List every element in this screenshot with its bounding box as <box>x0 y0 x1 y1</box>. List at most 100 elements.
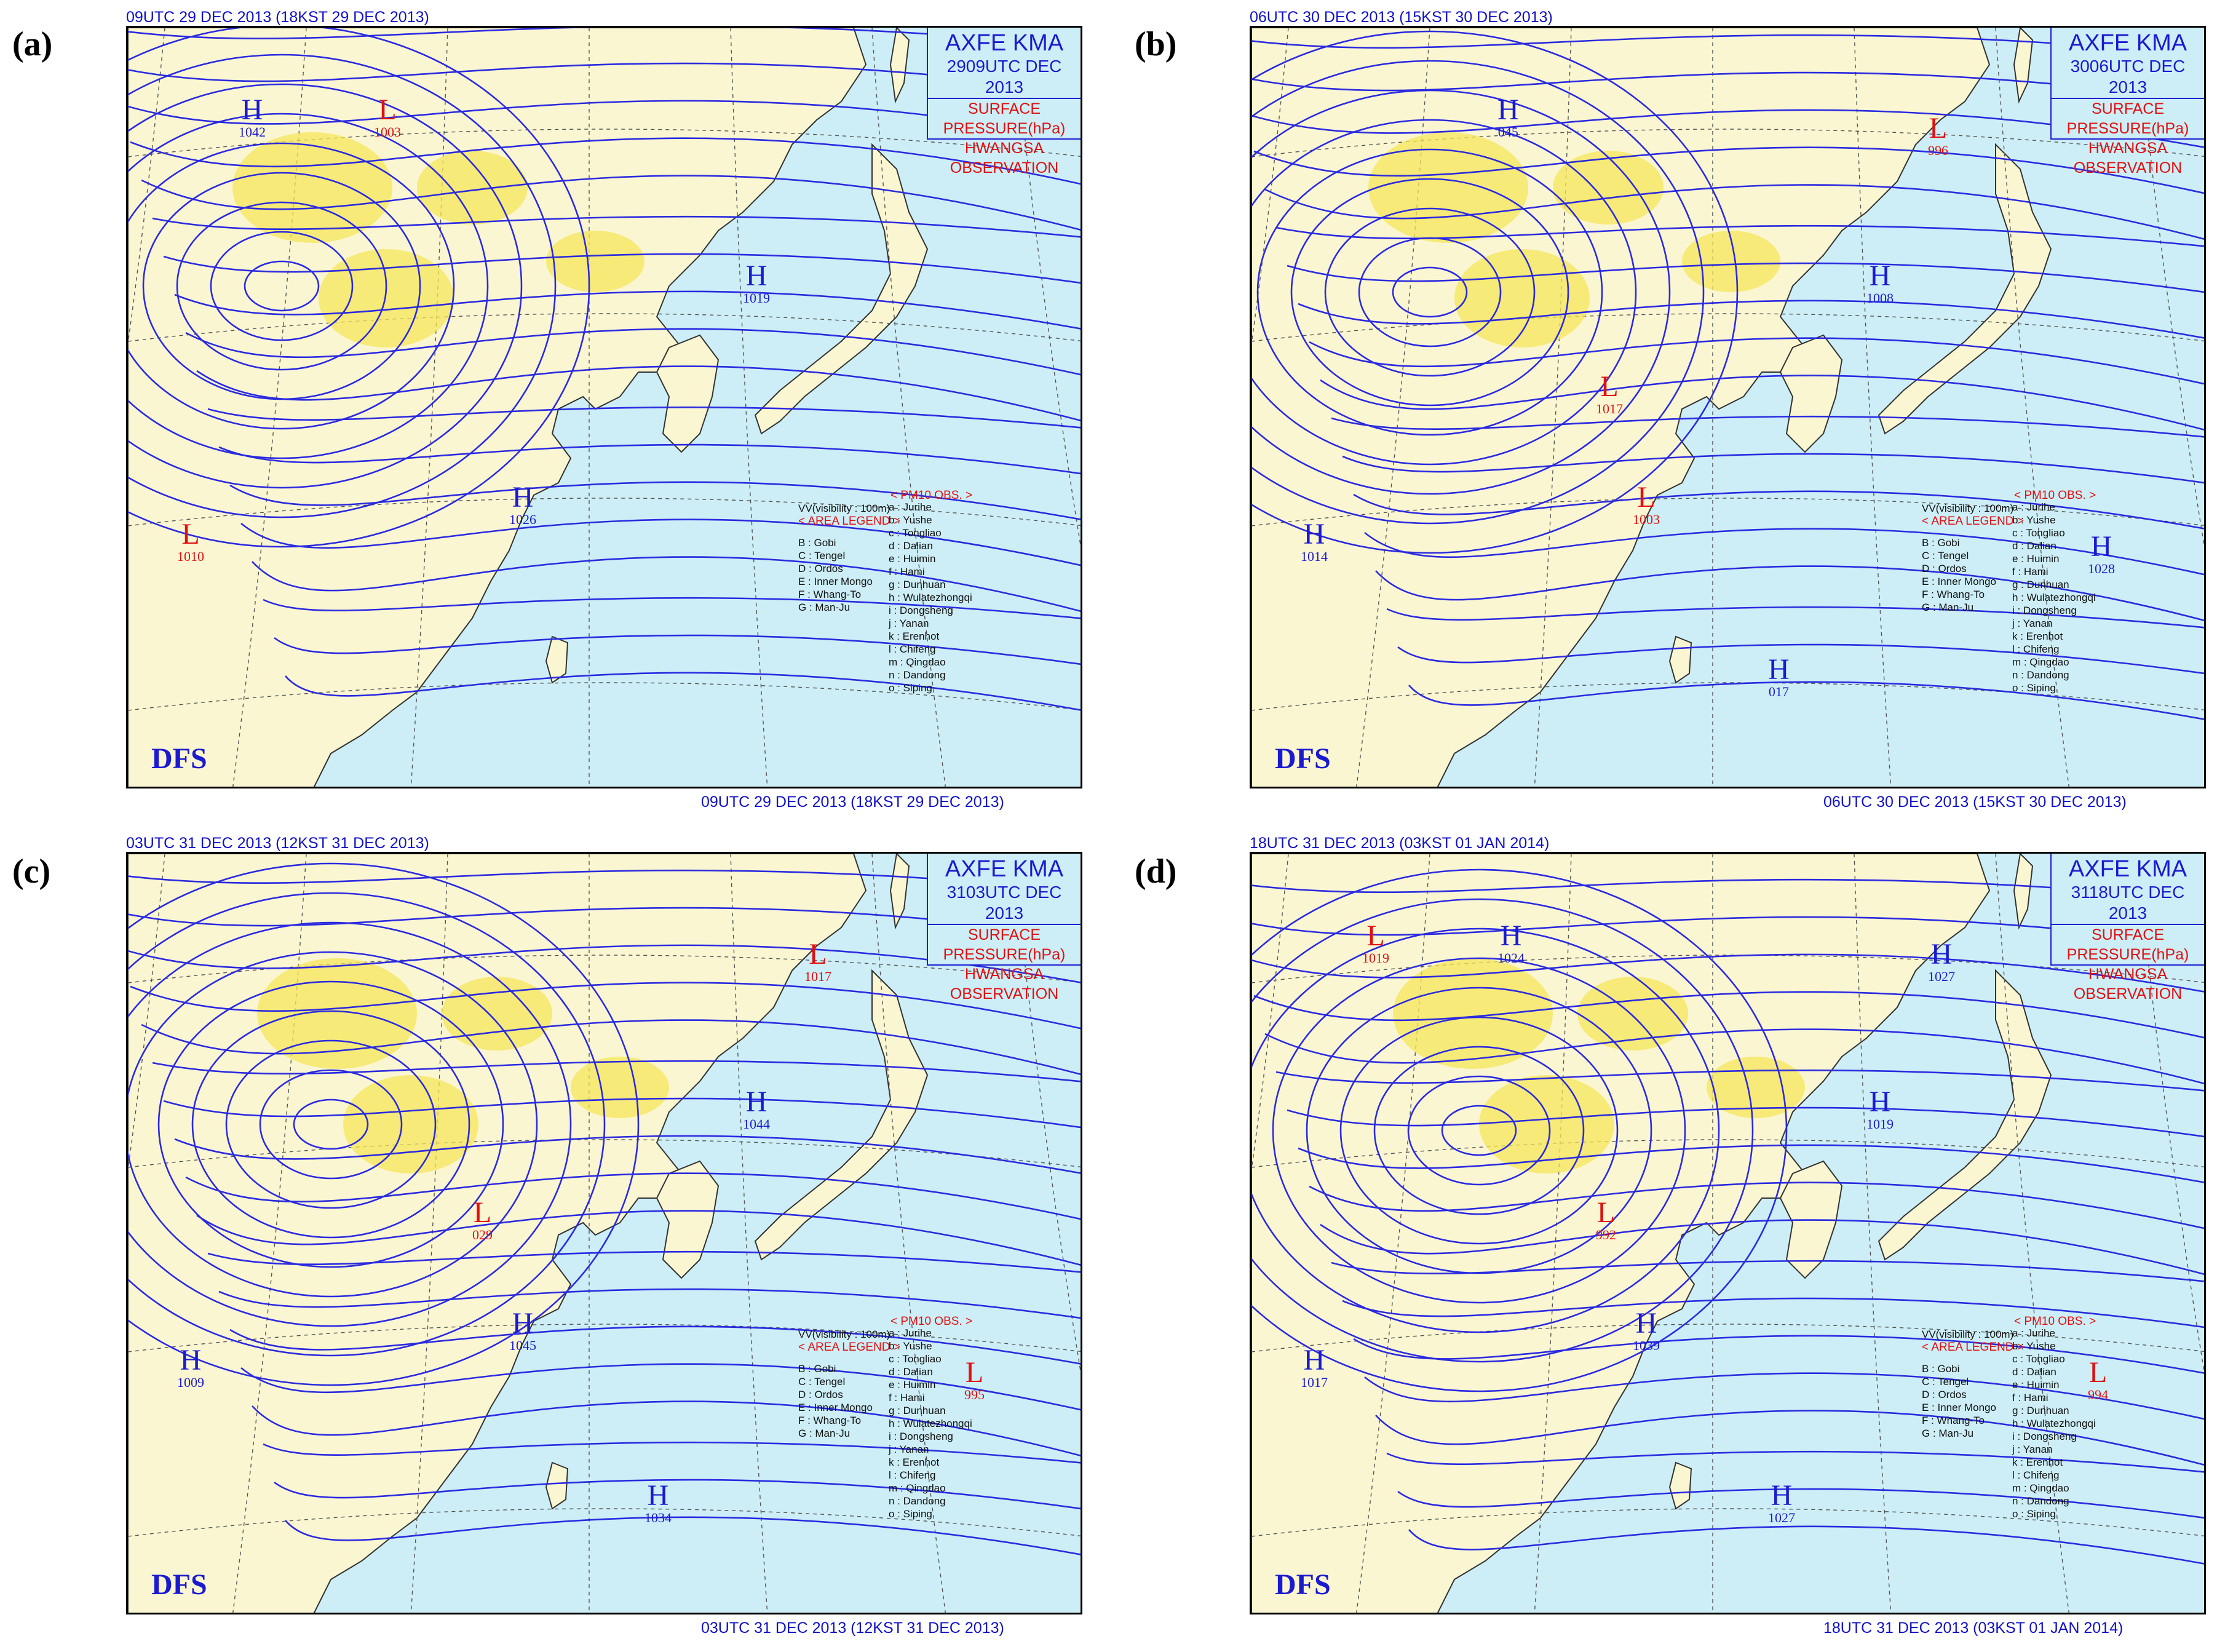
high-pressure-center: H 045 <box>1497 95 1519 140</box>
high-pressure-center: H 1027 <box>1768 1481 1795 1525</box>
pm10-station-item: e : Huimin <box>888 1379 936 1391</box>
pm10-station-item: f : Hami <box>888 566 925 578</box>
pressure-symbol: H <box>180 1344 202 1376</box>
pressure-symbol: H <box>1869 1086 1891 1118</box>
pressure-value: 992 <box>1596 1227 1616 1242</box>
pressure-symbol: L <box>1366 919 1385 952</box>
observation-title: HWANGSA OBSERVATION <box>2073 966 2183 1003</box>
pm10-title: < PM10 OBS. > <box>2014 489 2096 502</box>
chart-header: AXFE KMA 3118UTC DEC 2013 SURFACE PRESSURE… <box>2050 854 2204 1003</box>
high-pressure-center: H 1008 <box>1866 261 1894 306</box>
agency: AXFE KMA <box>2068 856 2187 882</box>
pm10-station-item: h : Wulatezhongqi <box>2012 1418 2096 1429</box>
pressure-symbol: L <box>965 1356 984 1389</box>
top-caption: 18UTC 31 DEC 2013 (03KST 01 JAN 2014) <box>1250 835 1550 852</box>
valid-time: 3103UTC DEC 2013 <box>928 882 1081 925</box>
panel-letter: (d) <box>1135 852 1177 891</box>
top-caption: 06UTC 30 DEC 2013 (15KST 30 DEC 2013) <box>1250 9 1553 26</box>
area-legend-item: E : Inner Mongo <box>798 1402 873 1413</box>
isobars <box>128 28 1081 711</box>
pressure-symbol: H <box>512 481 534 514</box>
pressure-value: 1044 <box>743 1116 770 1132</box>
high-pressure-center: H 1019 <box>1866 1087 1894 1132</box>
pm10-station-item: a : Jurihe <box>2012 501 2055 513</box>
pm10-station-item: f : Hami <box>888 1392 925 1404</box>
low-pressure-center: L 1017 <box>804 940 831 984</box>
weather-map: H 1039 H 1017 L 994 L 992 H 1027 H 1027 L 1019 H 1024 H 1… <box>1250 852 2206 1614</box>
pm10-station-item: f : Hami <box>2012 1392 2048 1404</box>
observation-title: HWANGSA OBSERVATION <box>2073 140 2183 177</box>
pressure-symbol: L <box>1929 112 1948 145</box>
pressure-symbol: L <box>809 938 827 971</box>
legend: < PM10 OBS. > VV(visibility : 100m) < AREA… <box>1922 1315 2096 1520</box>
pm10-station-item: g : Dunhuan <box>2012 1405 2069 1416</box>
area-legend-item: G : Man-Ju <box>1922 602 1974 613</box>
pm10-station-item: m : Qingdao <box>888 1482 946 1494</box>
area-legend-item: D : Ordos <box>798 563 843 574</box>
sakhalin-land <box>2013 854 2034 930</box>
dust-area <box>232 132 644 347</box>
pm10-station-item: n : Dandong <box>2012 669 2069 681</box>
pm10-station-item: h : Wulatezhongqi <box>888 1418 972 1429</box>
area-legend-item: G : Man-Ju <box>798 602 851 613</box>
pm10-title: < PM10 OBS. > <box>890 1315 973 1328</box>
pressure-symbol: H <box>745 260 767 292</box>
pm10-station-item: j : Yanan <box>2012 618 2053 629</box>
isobars <box>128 862 1081 1555</box>
pressure-value: 996 <box>1928 143 1948 158</box>
map-canvas <box>128 28 1081 787</box>
area-legend-title: < AREA LEGEND > <box>798 1341 900 1354</box>
pm10-station-item: g : Dunhuan <box>888 1405 946 1416</box>
product-title: SURFACE PRESSURE(hPa) <box>2066 100 2189 137</box>
pressure-value: 1019 <box>1866 1116 1894 1132</box>
chart-header: AXFE KMA 3103UTC DEC 2013 SURFACE PRESSURE… <box>927 854 1081 1003</box>
pm10-station-item: j : Yanan <box>2012 1444 2053 1455</box>
dfs-logo: DFS <box>1275 1568 1331 1601</box>
chart-header: AXFE KMA 3006UTC DEC 2013 SURFACE PRESSURE… <box>2050 28 2204 177</box>
valid-time: 3118UTC DEC 2013 <box>2052 882 2204 925</box>
pm10-station-item: a : Jurihe <box>888 501 932 513</box>
pressure-value: 029 <box>472 1227 493 1242</box>
pressure-symbol: H <box>1497 93 1519 126</box>
pm10-station-item: d : Dalian <box>2012 540 2056 552</box>
area-legend-item: C : Tengel <box>798 1376 846 1388</box>
low-pressure-center: L 994 <box>2088 1358 2108 1402</box>
high-pressure-center: H 1044 <box>743 1087 770 1132</box>
pressure-symbol: L <box>2088 1356 2108 1389</box>
pm10-title: < PM10 OBS. > <box>2014 1315 2096 1328</box>
pm10-station-item: b : Yushe <box>2012 1340 2056 1352</box>
pm10-station-item: i : Dongsheng <box>2012 605 2077 616</box>
area-legend-item: C : Tengel <box>1922 1376 1969 1388</box>
pm10-station-item: e : Huimin <box>2012 553 2060 565</box>
pm10-station-item: j : Yanan <box>888 1444 929 1455</box>
pm10-station-item: l : Chifeng <box>2012 643 2060 655</box>
pressure-symbol: L <box>181 518 200 550</box>
pressure-value: 1024 <box>1497 950 1525 966</box>
low-pressure-center: L 1003 <box>1633 483 1660 527</box>
low-pressure-center: L 995 <box>964 1358 985 1402</box>
pressure-symbol: L <box>1600 370 1619 403</box>
pm10-station-item: d : Dalian <box>888 1366 933 1378</box>
pm10-station-item: o : Siping <box>2012 682 2056 694</box>
pressure-value: 1026 <box>509 512 536 527</box>
pressure-value: 1017 <box>1596 401 1623 416</box>
pressure-value: 1027 <box>1768 1510 1795 1525</box>
pm10-station-item: g : Dunhuan <box>2012 579 2069 590</box>
valid-time: 3006UTC DEC 2013 <box>2052 56 2204 99</box>
pressure-value: 1045 <box>509 1338 536 1353</box>
pressure-value: 017 <box>1768 684 1789 699</box>
pressure-symbol: L <box>1596 1196 1616 1229</box>
pm10-title: < PM10 OBS. > <box>890 489 973 502</box>
observation-title: HWANGSA OBSERVATION <box>950 140 1059 177</box>
pressure-value: 1009 <box>177 1375 204 1390</box>
visibility-label: VV(visibility : 100m) <box>798 502 890 514</box>
pressure-value: 1003 <box>374 124 401 140</box>
japan-land <box>1878 143 2052 435</box>
pm10-station-item: e : Huimin <box>2012 1379 2060 1391</box>
area-legend-item: E : Inner Mongo <box>1922 1402 1996 1413</box>
pressure-value: 1039 <box>1633 1338 1660 1353</box>
pm10-station-item: i : Dongsheng <box>888 605 953 616</box>
area-legend-item: E : Inner Mongo <box>798 576 873 587</box>
sakhalin-land <box>2013 28 2034 104</box>
observation-title: HWANGSA OBSERVATION <box>950 966 1059 1003</box>
